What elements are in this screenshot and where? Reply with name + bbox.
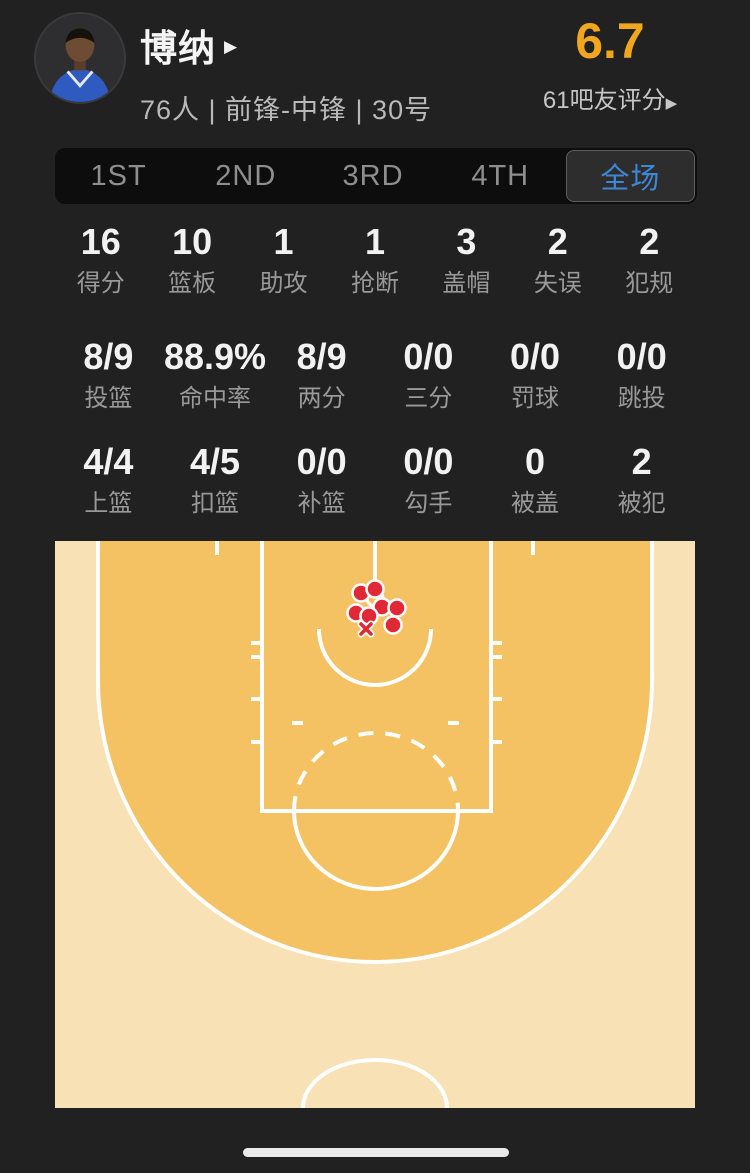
stat-putback: 0/0 补篮 <box>268 442 375 517</box>
center-circle-arc <box>301 1058 449 1108</box>
stat-value: 3 <box>456 221 477 262</box>
stat-value: 8/9 <box>296 336 347 377</box>
stat-value: 88.9% <box>163 336 267 377</box>
made-shot-marker <box>387 598 407 618</box>
tab-1st[interactable]: 1ST <box>90 159 147 192</box>
stat-value: 0 <box>525 441 546 482</box>
stat-label: 抢断 <box>350 270 399 297</box>
made-shot-marker <box>383 615 403 635</box>
made-shot-marker <box>365 579 385 599</box>
stat-fouls: 2 犯规 <box>604 222 695 297</box>
name-arrow-icon: ▶ <box>224 37 238 56</box>
rating-block[interactable]: 6.7 61吧友评分▶ <box>510 12 710 115</box>
tab-full-game[interactable]: 全场 <box>565 150 696 202</box>
tab-3rd[interactable]: 3RD <box>342 159 404 192</box>
missed-shots-group <box>357 620 375 638</box>
stat-label: 命中率 <box>179 385 251 412</box>
rating-value: 6.7 <box>575 13 645 69</box>
stat-fouled-on: 2 被犯 <box>588 442 695 517</box>
stat-turnovers: 2 失误 <box>512 222 603 297</box>
player-name-row[interactable]: 博纳 ▶ <box>140 18 432 72</box>
court-inner-area <box>98 541 652 962</box>
stat-3pt: 0/0 三分 <box>375 337 482 412</box>
court-svg <box>55 541 695 1108</box>
stat-label: 篮板 <box>168 270 217 297</box>
three-point-line <box>96 541 654 965</box>
stat-row-shot-types: 4/4 上篮 4/5 扣篮 0/0 补篮 0/0 勾手 0 被盖 2 被犯 <box>55 442 695 517</box>
stat-assists: 1 助攻 <box>238 222 329 297</box>
stat-label: 助攻 <box>259 270 308 297</box>
stat-blocks: 3 盖帽 <box>421 222 512 297</box>
restricted-area-arc <box>317 628 433 687</box>
stat-label: 被盖 <box>511 490 560 517</box>
tab-2nd[interactable]: 2ND <box>215 159 277 192</box>
avatar[interactable] <box>34 12 126 104</box>
stat-value: 2 <box>547 221 568 262</box>
stat-label: 被犯 <box>617 490 666 517</box>
stat-label: 勾手 <box>404 490 453 517</box>
stat-jumpshot: 0/0 跳投 <box>588 337 695 412</box>
stat-rebounds: 10 篮板 <box>146 222 237 297</box>
home-indicator-bar[interactable] <box>243 1148 509 1157</box>
rating-label: 61吧友评分 <box>542 87 666 114</box>
stat-label: 盖帽 <box>442 270 491 297</box>
key-lane <box>260 541 493 813</box>
stat-row-shooting: 8/9 投篮 88.9% 命中率 8/9 两分 0/0 三分 0/0 罚球 0/… <box>55 337 695 412</box>
stat-layup: 4/4 上篮 <box>55 442 162 517</box>
stat-value: 0/0 <box>403 441 454 482</box>
made-shots-group <box>346 579 407 635</box>
stat-label: 罚球 <box>511 385 560 412</box>
stat-2pt: 8/9 两分 <box>268 337 375 412</box>
free-throw-circle-dashed <box>292 731 460 812</box>
stat-points: 16 得分 <box>55 222 146 297</box>
stat-value: 4/5 <box>189 441 241 482</box>
quarter-tabs: 1ST 2ND 3RD 4TH 全场 <box>55 148 697 204</box>
missed-shot-marker <box>359 622 373 636</box>
tab-4th[interactable]: 4TH <box>471 159 530 192</box>
stat-label: 得分 <box>76 270 125 297</box>
block-hash-marks <box>251 641 502 744</box>
stat-label: 犯规 <box>625 270 674 297</box>
player-photo <box>36 14 124 102</box>
stat-blocked: 0 被盖 <box>482 442 589 517</box>
stat-dunk: 4/5 扣篮 <box>162 442 269 517</box>
player-name: 博纳 <box>140 28 216 69</box>
stat-value: 2 <box>631 441 652 482</box>
stat-fg-pct: 88.9% 命中率 <box>162 337 269 412</box>
rating-sub: 61吧友评分▶ <box>510 80 710 115</box>
stat-value: 1 <box>273 221 294 262</box>
stat-label: 两分 <box>297 385 346 412</box>
stat-fg: 8/9 投篮 <box>55 337 162 412</box>
stat-label: 上篮 <box>84 490 133 517</box>
stat-value: 10 <box>172 221 213 262</box>
free-throw-circle-solid <box>292 810 460 891</box>
player-meta: 博纳 ▶ 76人 | 前锋-中锋 | 30号 <box>140 18 432 127</box>
stat-label: 跳投 <box>617 385 666 412</box>
stat-value: 8/9 <box>83 336 134 377</box>
stat-label: 投篮 <box>84 385 133 412</box>
stat-value: 1 <box>364 221 385 262</box>
stat-steals: 1 抢断 <box>329 222 420 297</box>
rating-arrow-icon: ▶ <box>665 95 678 112</box>
player-team-info: 76人 | 前锋-中锋 | 30号 <box>140 95 433 125</box>
stat-value: 0/0 <box>616 336 667 377</box>
stat-value: 0/0 <box>296 441 347 482</box>
stat-value: 0/0 <box>510 336 561 377</box>
shot-chart <box>55 541 695 1108</box>
stat-label: 扣篮 <box>191 490 239 517</box>
stat-label: 失误 <box>533 270 582 297</box>
stat-label: 三分 <box>404 385 453 412</box>
stat-value: 16 <box>80 221 121 262</box>
stat-value: 2 <box>639 221 660 262</box>
stat-value: 0/0 <box>403 336 454 377</box>
stat-row-basic: 16 得分 10 篮板 1 助攻 1 抢断 3 盖帽 2 失误 2 犯规 <box>55 222 695 297</box>
stat-ft: 0/0 罚球 <box>482 337 589 412</box>
stat-label: 补篮 <box>297 490 346 517</box>
stat-hook: 0/0 勾手 <box>375 442 482 517</box>
stat-value: 4/4 <box>83 441 134 482</box>
